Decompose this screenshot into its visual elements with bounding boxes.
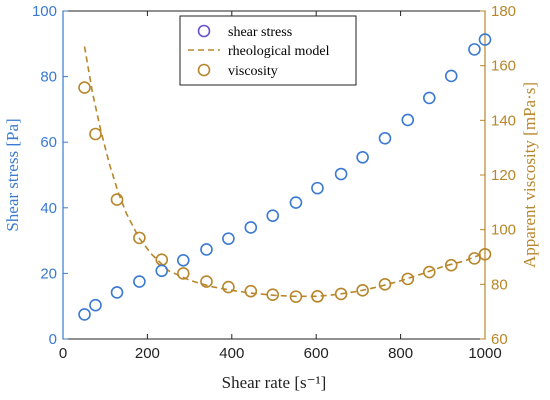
shear-stress-point [200,243,213,256]
y-right-tick-label: 100 [491,222,516,239]
shear-stress-point [133,275,146,288]
y-right-ticks: 60 80 100 120 140 160 180 [480,3,516,348]
viscosity-point [244,284,258,298]
viscosity-point [222,280,235,294]
viscosity-point [444,258,458,272]
shear-stress-point [89,298,102,312]
shear-stress-point [289,196,303,209]
y-right-tick-label: 80 [491,276,508,293]
shear-stress-point [334,167,348,181]
y-right-tick-label: 60 [491,331,508,348]
viscosity-point [334,287,348,301]
legend-label-shear-stress: shear stress [228,25,292,40]
viscosity-point [422,265,436,279]
shear-stress-point [110,286,124,299]
legend-label-viscosity: viscosity [228,64,278,79]
x-axis-title: Shear rate [s⁻¹] [222,373,327,392]
viscosity-point [378,278,392,291]
shear-stress-point [468,43,481,56]
shear-stress-point [356,150,369,164]
x-tick-label: 800 [388,345,413,362]
y-left-tick-label: 60 [40,134,57,151]
legend: shear stress rheological model viscosity [179,15,357,86]
y-right-axis-title: Apparent viscosity [mPa·s] [520,82,539,268]
viscosity-point [89,127,102,141]
x-tick-label: 200 [135,345,160,362]
y-left-tick-label: 20 [40,265,57,282]
shear-stress-point [378,131,392,145]
viscosity-point [468,252,481,265]
viscosity-point [110,193,124,206]
viscosity-point [289,290,303,303]
shear-stress-point [444,69,458,83]
shear-stress-point [422,91,436,105]
x-tick-label: 600 [304,345,329,362]
shear-stress-point [222,232,235,245]
shear-stress-point [155,264,169,278]
shear-stress-point [244,221,258,234]
y-left-tick-label: 0 [49,331,57,348]
x-tick-label: 400 [219,345,244,362]
legend-label-rheological-model: rheological model [228,44,330,59]
legend-marker-shear-stress [197,24,211,38]
y-left-tick-label: 40 [40,200,57,217]
x-ticks: 0 200 400 600 800 1000 [59,11,502,362]
x-tick-label: 1000 [468,345,501,362]
viscosity-point [133,231,146,245]
viscosity-point [311,290,324,303]
shear-stress-point [176,253,190,267]
shear-stress-point [401,113,415,127]
rheological-model-line [83,46,486,298]
y-right-tick-label: 180 [491,3,516,20]
y-left-ticks: 0 20 40 60 80 100 [32,3,68,348]
y-left-tick-label: 100 [32,3,57,20]
y-left-axis-title: Shear stress [Pa] [3,118,22,231]
y-left-tick-label: 80 [40,69,57,86]
y-right-tick-label: 140 [491,112,516,129]
viscosity-point [401,272,415,286]
y-right-tick-label: 120 [491,167,516,184]
viscosity-point [200,275,213,288]
viscosity-point [78,81,91,94]
shear-stress-point [78,308,91,321]
shear-stress-point [266,209,280,222]
y-right-tick-label: 160 [491,58,516,75]
viscosity-point [478,247,492,261]
viscosity-point [176,267,190,280]
viscosity-point [266,288,280,302]
x-tick-label: 0 [59,345,67,362]
viscosity-point [356,284,369,297]
shear-stress-point [311,181,324,195]
legend-marker-viscosity [197,63,211,77]
series-layer [78,33,492,321]
shear-stress-point [478,33,492,46]
